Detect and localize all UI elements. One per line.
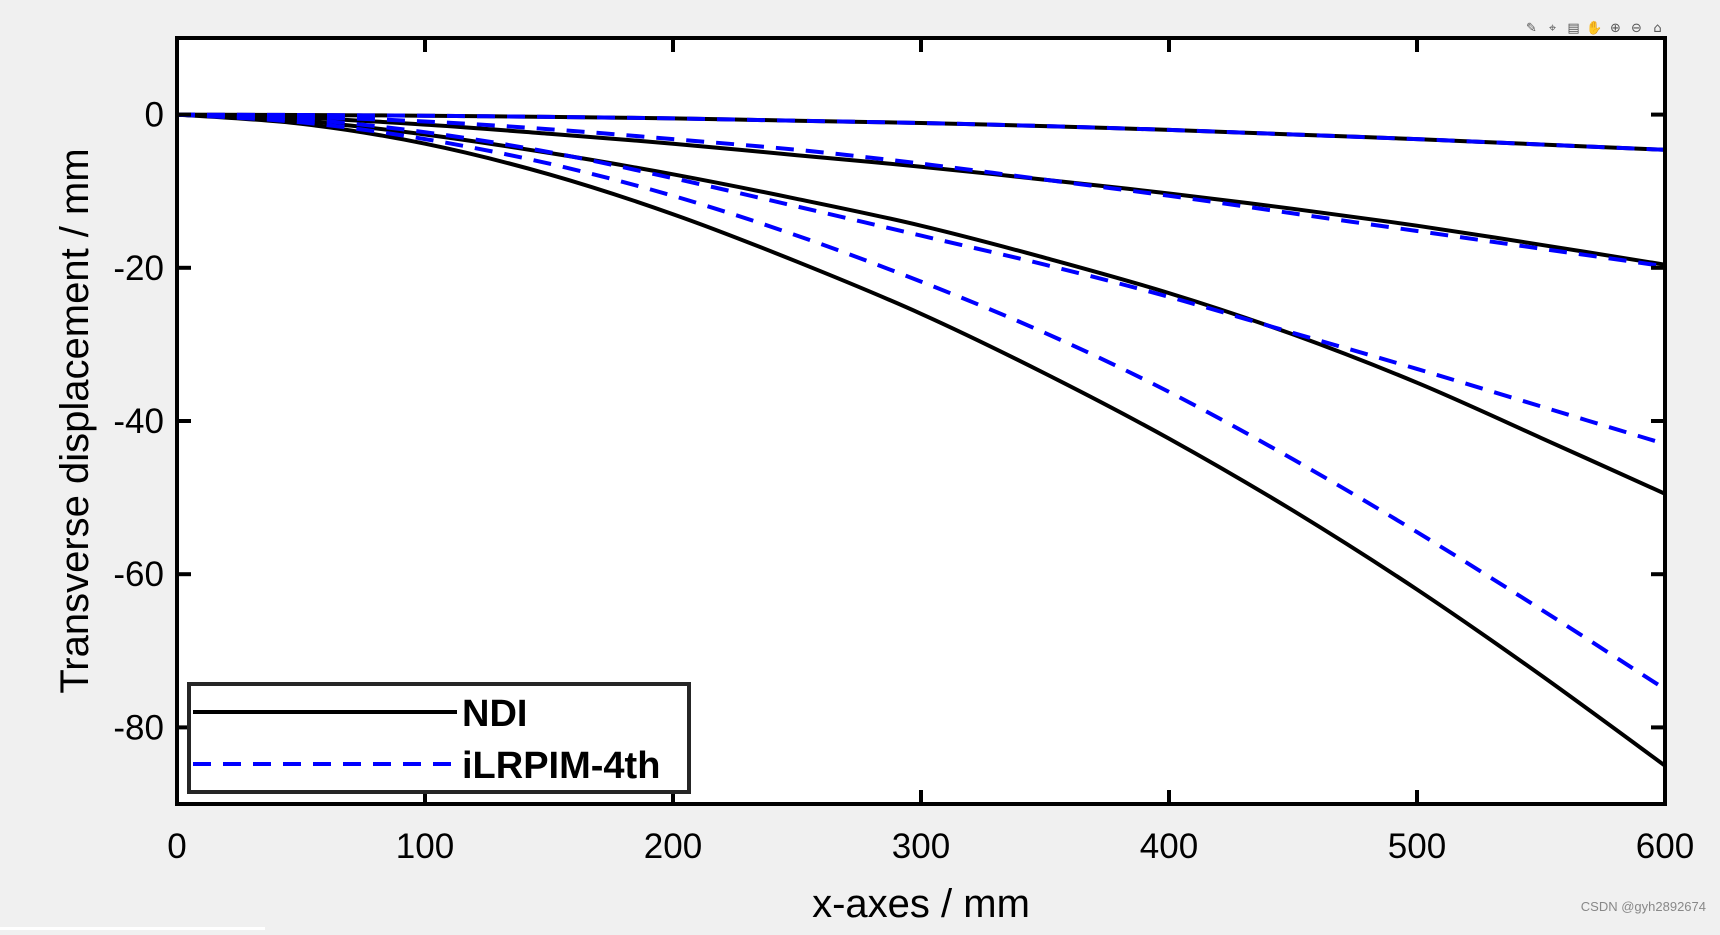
tick-layer: 0 100 200 300 400 500 600 0 -20 -40 -60 -80 <box>113 38 1694 866</box>
x-tick-label: 0 <box>167 827 186 866</box>
ndi-series-line-2 <box>176 112 1666 267</box>
y-tick-label: -40 <box>113 402 164 441</box>
ndi-series-line-3 <box>176 112 1666 496</box>
bottom-strip <box>0 927 265 930</box>
export-icon[interactable]: ▤ <box>1567 20 1580 36</box>
ndi-series-line-4 <box>176 112 1667 768</box>
brush-icon[interactable]: ✎ <box>1526 20 1537 36</box>
ilrpim-series-line-8 <box>176 112 1667 691</box>
x-axis-title: x-axes / mm <box>812 882 1030 926</box>
x-tick-label: 100 <box>396 827 454 866</box>
ilrpim-series-line-6 <box>176 112 1666 269</box>
legend-label-ndi: NDI <box>462 693 527 735</box>
y-tick-label: -80 <box>113 708 164 747</box>
axes-toolbar: ✎ ⌖ ▤ ✋ ⊕ ⊖ ⌂ <box>1522 18 1667 38</box>
legend-label-ilrpim: iLRPIM-4th <box>462 745 660 787</box>
x-tick-label: 600 <box>1636 827 1694 866</box>
data-tip-icon[interactable]: ⌖ <box>1548 20 1557 36</box>
pan-icon[interactable]: ✋ <box>1586 20 1603 36</box>
y-tick-label: -60 <box>113 555 164 594</box>
zoom-in-icon[interactable]: ⊕ <box>1610 20 1621 36</box>
x-tick-label: 400 <box>1140 827 1198 866</box>
ilrpim-series-line-5 <box>176 112 1666 152</box>
y-axis-title: Transverse displacement / mm <box>53 148 97 693</box>
zoom-out-icon[interactable]: ⊖ <box>1631 20 1642 36</box>
legend: NDI iLRPIM-4th <box>187 682 691 794</box>
series-layer <box>176 112 1667 768</box>
ilrpim-series-line-7 <box>176 112 1666 446</box>
x-tick-label: 200 <box>644 827 702 866</box>
legend-box <box>187 682 691 794</box>
watermark: CSDN @gyh2892674 <box>1580 899 1706 914</box>
x-tick-label: 500 <box>1388 827 1446 866</box>
y-tick-label: -20 <box>113 249 164 288</box>
y-tick-label: 0 <box>145 96 164 135</box>
x-tick-label: 300 <box>892 827 950 866</box>
home-icon[interactable]: ⌂ <box>1653 20 1662 36</box>
